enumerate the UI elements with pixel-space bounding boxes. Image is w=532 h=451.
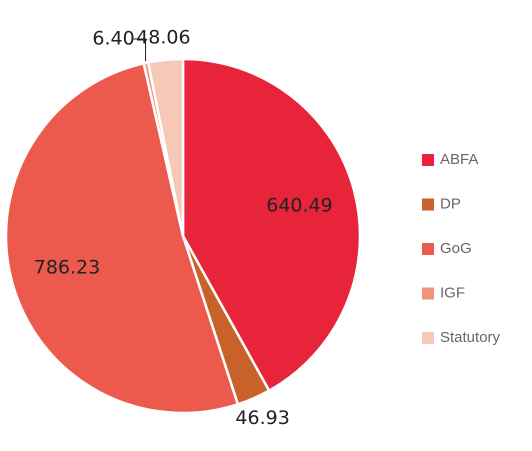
legend-swatch — [422, 198, 434, 211]
data-label: 786.23 — [34, 257, 100, 279]
legend-label: GoG — [440, 240, 472, 257]
legend-label: DP — [440, 195, 461, 212]
data-label: 640.49 — [266, 194, 332, 216]
pie-slice — [181, 57, 362, 393]
data-label: 46.93 — [235, 407, 289, 429]
legend-label: Statutory — [440, 329, 501, 346]
legend-label: ABFA — [440, 151, 478, 168]
pie-slice — [4, 61, 240, 415]
legend-swatch — [422, 332, 434, 344]
leader-line — [133, 38, 147, 61]
legend-swatch — [422, 287, 434, 300]
data-label: 6.40 — [92, 27, 134, 49]
data-label: 48.06 — [136, 26, 190, 48]
pie-slice — [146, 57, 185, 237]
legend-swatch — [422, 243, 434, 255]
legend-swatch — [422, 154, 434, 166]
legend-label: IGF — [440, 284, 465, 301]
